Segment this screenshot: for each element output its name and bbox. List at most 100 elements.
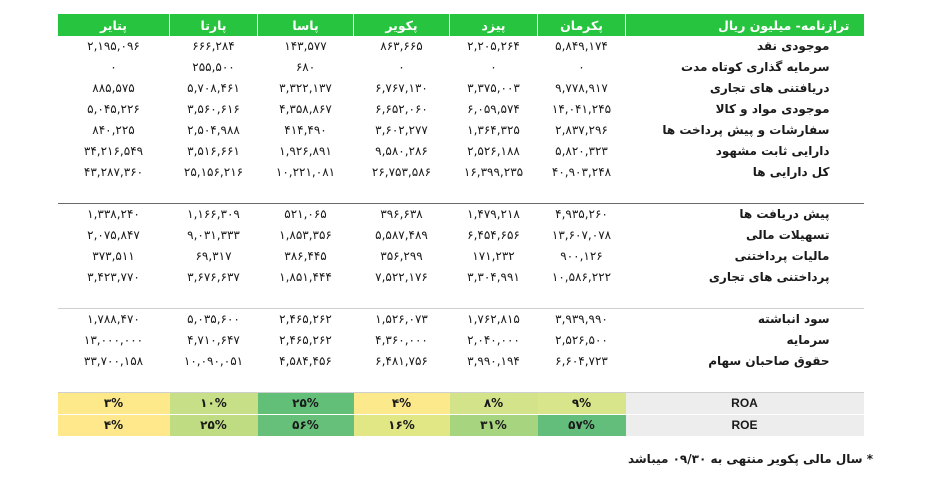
asset-value: ۴۰,۹۰۳,۲۴۸ [551, 165, 612, 179]
asset-value: ۱۴۳,۵۷۷ [284, 39, 327, 53]
asset-value: ۰ [110, 60, 117, 74]
asset-value: ۳,۵۶۰,۶۱۶ [187, 102, 240, 116]
asset-value: ۱۴,۰۴۱,۲۴۵ [551, 102, 612, 116]
equity-value: ۳۳,۷۰۰,۱۵۸ [83, 354, 144, 368]
asset-value: ۰ [398, 60, 405, 74]
section-divider [57, 308, 864, 309]
table-row: تسهیلات مالی ۱۳,۶۰۷,۰۷۸ ۶,۴۵۴,۶۵۶ ۵,۵۸۷,۴۸۹… [58, 225, 864, 246]
asset-value: ۵,۸۴۹,۱۷۴ [555, 39, 608, 53]
company-header: پکرمان [537, 14, 626, 36]
liability-value: ۹۰۰,۱۲۶ [560, 249, 603, 263]
header-row: ترازنامه- میلیون ریال پکرمان پیزد پکویر … [57, 14, 864, 36]
asset-value: ۸۶۳,۶۶۵ [380, 39, 423, 53]
table-row: حقوق صاحبان سهام ۶,۶۰۴,۷۲۳ ۳,۹۹۰,۱۹۴ ۶,۴۸۱,… [58, 351, 864, 372]
table-row: دریافتنی های تجاری ۹,۷۷۸,۹۱۷ ۳,۳۷۵,۰۰۳ ۶,۷۶… [58, 78, 864, 99]
ratio-value: ۱۶% [353, 414, 450, 436]
asset-label: سفارشات و پیش پرداخت ها [662, 123, 830, 137]
asset-value: ۵,۰۴۵,۲۲۶ [87, 102, 140, 116]
liability-label: پرداختنی های تجاری [708, 270, 830, 284]
section-spacer [58, 183, 864, 204]
company-header: پکویر [353, 14, 450, 36]
ratio-value: ۲۵% [169, 414, 258, 436]
table-row: سرمایه گذاری کوتاه مدت ۰ ۰ ۰ ۶۸۰ ۲۵۵,۵۰۰ ۰ [58, 57, 864, 78]
asset-value: ۳,۳۷۵,۰۰۳ [467, 81, 520, 95]
ratio-label: ROE [625, 414, 864, 436]
liability-value: ۱۰,۵۸۶,۲۲۲ [551, 270, 612, 284]
asset-value: ۴۱۴,۴۹۰ [284, 123, 327, 137]
asset-label: موجودی مواد و کالا [715, 102, 830, 116]
equity-value: ۶,۴۸۱,۷۵۶ [375, 354, 428, 368]
equity-value: ۱,۵۲۶,۰۷۳ [375, 312, 428, 326]
liability-value: ۳,۶۷۶,۶۳۷ [187, 270, 240, 284]
company-header: پارتا [169, 14, 258, 36]
liability-value: ۳۸۶,۴۴۵ [284, 249, 327, 263]
asset-value: ۵,۸۲۰,۳۲۳ [555, 144, 608, 158]
liability-value: ۱,۳۳۸,۲۴۰ [87, 207, 140, 221]
table-row: پیش دریافت ها ۴,۹۳۵,۲۶۰ ۱,۴۷۹,۲۱۸ ۳۹۶,۶۳۸ ۵۲… [58, 204, 864, 225]
ratio-value: ۵۶% [257, 414, 354, 436]
ratio-row: ROA ۹% ۸% ۴% ۲۵% ۱۰% ۳% [57, 393, 864, 415]
equity-label: حقوق صاحبان سهام [708, 354, 830, 368]
liability-label: تسهیلات مالی [746, 228, 830, 242]
asset-value: ۰ [578, 60, 585, 74]
table-row: دارایی ثابت مشهود ۵,۸۲۰,۳۲۳ ۲,۵۲۶,۱۸۸ ۹,۵۸۰… [58, 141, 864, 162]
asset-label: کل دارایی ها [752, 165, 830, 179]
asset-value: ۶,۷۶۷,۱۳۰ [375, 81, 428, 95]
section-divider [57, 392, 864, 393]
equity-value: ۳,۹۹۰,۱۹۴ [467, 354, 520, 368]
equity-value: ۲,۵۲۶,۵۰۰ [555, 333, 608, 347]
asset-value: ۲۵۵,۵۰۰ [192, 60, 235, 74]
section-spacer [58, 372, 864, 393]
equity-value: ۳,۹۳۹,۹۹۰ [555, 312, 608, 326]
asset-value: ۴,۳۵۸,۸۶۷ [279, 102, 332, 116]
liability-value: ۳۷۳,۵۱۱ [92, 249, 135, 263]
asset-value: ۲,۱۹۵,۰۹۶ [87, 39, 140, 53]
asset-value: ۸۸۵,۵۷۵ [92, 81, 135, 95]
asset-value: ۸۴۰,۲۲۵ [92, 123, 135, 137]
liability-value: ۲,۰۷۵,۸۴۷ [87, 228, 140, 242]
asset-label: دارایی ثابت مشهود [715, 144, 830, 158]
liability-value: ۵,۵۸۷,۴۸۹ [375, 228, 428, 242]
equity-value: ۲,۴۶۵,۲۶۲ [279, 333, 332, 347]
liability-value: ۴,۹۳۵,۲۶۰ [555, 207, 608, 221]
table-row: مالیات پرداختنی ۹۰۰,۱۲۶ ۱۷۱,۲۳۲ ۳۵۶,۲۹۹ ۳۸۶,… [58, 246, 864, 267]
liability-value: ۱,۱۶۶,۳۰۹ [187, 207, 240, 221]
equity-value: ۱۳,۰۰۰,۰۰۰ [83, 333, 144, 347]
balance-sheet-table: ترازنامه- میلیون ریال پکرمان پیزد پکویر … [57, 14, 864, 436]
ratio-value: ۴% [353, 393, 450, 415]
asset-value: ۶۸۰ [295, 60, 316, 74]
ratio-value: ۵۷% [537, 414, 626, 436]
asset-value: ۹,۵۸۰,۲۸۶ [375, 144, 428, 158]
ratio-value: ۳% [57, 393, 170, 415]
liability-value: ۱,۸۵۳,۳۵۶ [279, 228, 332, 242]
table-title: ترازنامه- میلیون ریال [625, 14, 864, 36]
table-row: سفارشات و پیش پرداخت ها ۲,۸۳۷,۲۹۶ ۱,۳۶۴,۳۲… [58, 120, 864, 141]
asset-value: ۳۴,۲۱۶,۵۴۹ [83, 144, 144, 158]
asset-value: ۲,۸۳۷,۲۹۶ [555, 123, 608, 137]
asset-label: سرمایه گذاری کوتاه مدت [681, 60, 830, 74]
asset-value: ۳,۳۲۲,۱۳۷ [279, 81, 332, 95]
asset-label: موجودی نقد [756, 39, 830, 53]
ratio-value: ۲۵% [257, 393, 354, 415]
ratio-row: ROE ۵۷% ۳۱% ۱۶% ۵۶% ۲۵% ۴% [57, 414, 864, 436]
table-row: سود انباشته ۳,۹۳۹,۹۹۰ ۱,۷۶۲,۸۱۵ ۱,۵۲۶,۰۷۳ ۲,… [58, 309, 864, 330]
asset-value: ۲,۵۰۴,۹۸۸ [187, 123, 240, 137]
table-row: کل دارایی ها ۴۰,۹۰۳,۲۴۸ ۱۶,۳۹۹,۲۳۵ ۲۶,۷۵۳,۵… [58, 162, 864, 183]
asset-value: ۱۰,۲۲۱,۰۸۱ [275, 165, 336, 179]
asset-value: ۲۵,۱۵۶,۲۱۶ [183, 165, 244, 179]
equity-value: ۲,۰۴۰,۰۰۰ [467, 333, 520, 347]
equity-value: ۴,۷۱۰,۶۴۷ [187, 333, 240, 347]
liability-value: ۳۹۶,۶۳۸ [380, 207, 423, 221]
asset-value: ۲۶,۷۵۳,۵۸۶ [371, 165, 432, 179]
equity-value: ۲,۴۶۵,۲۶۲ [279, 312, 332, 326]
liability-label: پیش دریافت ها [739, 207, 830, 221]
equity-label: سرمایه [786, 333, 830, 347]
table-row: موجودی نقد ۵,۸۴۹,۱۷۴ ۲,۲۰۵,۲۶۴ ۸۶۳,۶۶۵ ۱۴۳,۵… [58, 36, 864, 57]
ratio-value: ۱۰% [169, 393, 258, 415]
asset-value: ۰ [490, 60, 497, 74]
asset-value: ۱,۳۶۴,۳۲۵ [467, 123, 520, 137]
liability-label: مالیات پرداختنی [734, 249, 830, 263]
liability-value: ۵۲۱,۰۶۵ [284, 207, 327, 221]
liability-value: ۳۵۶,۲۹۹ [380, 249, 423, 263]
company-header: پاسا [257, 14, 354, 36]
